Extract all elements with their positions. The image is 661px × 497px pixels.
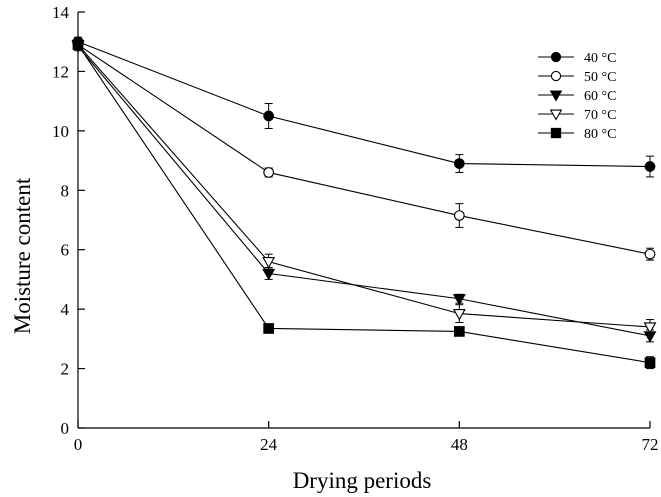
y-tick-label: 14 xyxy=(52,3,70,22)
data-point xyxy=(644,161,656,172)
series-line xyxy=(77,45,651,337)
legend-item: 60 °C xyxy=(538,89,616,104)
series-3 xyxy=(71,41,657,343)
data-point xyxy=(453,158,465,169)
legend-marker xyxy=(549,90,563,102)
series-line xyxy=(77,44,651,255)
y-axis-ticks: 0 2 4 6 8 10 12 14 xyxy=(52,3,85,438)
legend-item: 80 °C xyxy=(538,127,616,142)
series-5 xyxy=(72,39,656,370)
data-point xyxy=(263,167,275,178)
x-tick-label: 24 xyxy=(260,435,278,454)
y-tick-label: 8 xyxy=(61,181,70,200)
series-line xyxy=(77,44,651,328)
y-tick-label: 10 xyxy=(52,122,69,141)
x-tick-label: 48 xyxy=(451,435,468,454)
series-4 xyxy=(71,39,657,335)
legend-label: 50 °C xyxy=(584,70,616,85)
legend-marker xyxy=(550,70,562,82)
legend-label: 60 °C xyxy=(584,89,616,104)
legend-label: 40 °C xyxy=(584,51,616,66)
legend-marker xyxy=(549,109,563,121)
legend-marker xyxy=(550,127,562,139)
series-1 xyxy=(72,36,656,178)
axes xyxy=(77,12,650,429)
data-point xyxy=(72,39,84,51)
data-point xyxy=(453,210,465,221)
legend-item: 70 °C xyxy=(538,108,616,123)
x-axis-ticks: 0 24 48 72 xyxy=(74,421,659,454)
y-tick-label: 4 xyxy=(61,300,70,319)
legend-label: 70 °C xyxy=(584,108,616,123)
legend: 40 °C 50 °C 60 °C 70 °C 80 °C xyxy=(538,51,616,142)
x-axis-title: Drying periods xyxy=(293,468,432,493)
legend-label: 80 °C xyxy=(584,127,616,142)
data-point xyxy=(263,323,275,334)
x-tick-label: 72 xyxy=(642,435,659,454)
x-tick-label: 0 xyxy=(74,435,83,454)
series-2 xyxy=(72,39,656,261)
data-point xyxy=(263,110,275,122)
y-tick-label: 6 xyxy=(61,241,70,260)
data-point xyxy=(452,294,466,306)
y-tick-label: 12 xyxy=(52,62,69,81)
data-point xyxy=(453,326,465,337)
data-point xyxy=(262,256,276,269)
series-line xyxy=(77,44,651,364)
legend-item: 40 °C xyxy=(538,51,616,66)
y-tick-label: 2 xyxy=(61,360,70,379)
series-line xyxy=(77,41,651,168)
legend-item: 50 °C xyxy=(538,70,616,85)
y-tick-label: 0 xyxy=(61,419,70,438)
data-point xyxy=(452,308,466,321)
data-point xyxy=(643,322,657,334)
data-point xyxy=(644,248,656,260)
y-axis-title: Moisture content xyxy=(10,177,35,334)
legend-marker xyxy=(550,51,562,63)
data-point xyxy=(644,357,656,368)
series-layer xyxy=(71,36,657,370)
